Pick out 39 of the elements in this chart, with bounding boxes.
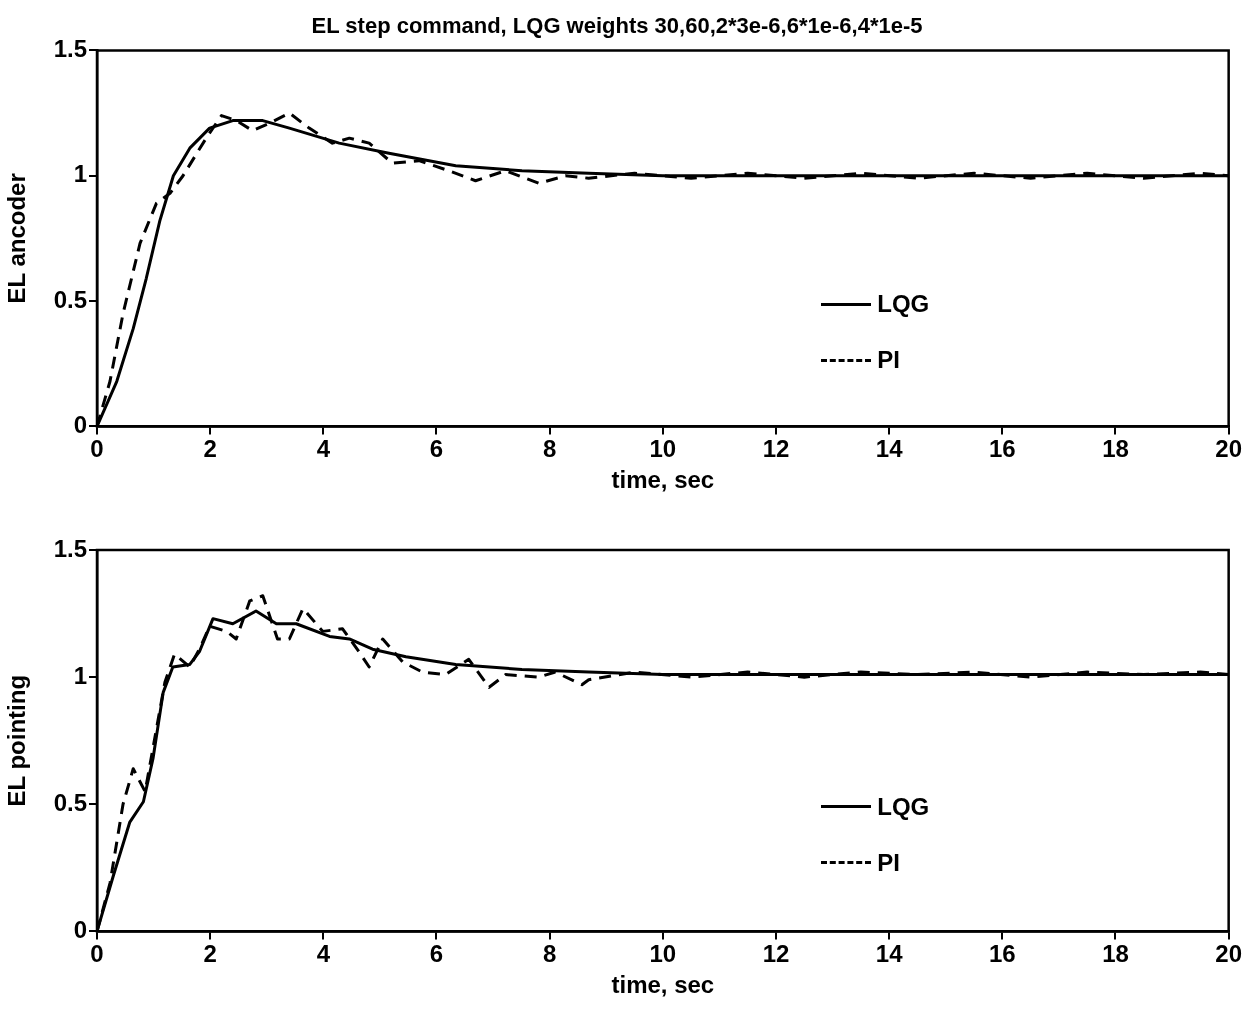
x-tick-label: 14 [875,940,904,968]
y-tick-label: 0.5 [53,285,87,313]
legend-label: PI [877,848,900,877]
legend-label: LQG [877,290,930,318]
y-tick-label: 0.5 [53,788,87,816]
x-tick-label: 4 [316,435,331,463]
x-tick-label: 2 [203,435,217,463]
y-axis-title: EL ancoder [3,173,31,304]
y-tick-label: 1.5 [53,534,87,562]
x-tick-label: 8 [542,940,557,968]
x-tick-label: 16 [988,435,1016,463]
x-tick-label: 0 [90,435,104,463]
x-tick-label: 14 [875,435,904,463]
y-tick-label: 1.5 [53,35,87,63]
y-tick-label: 0 [73,411,87,439]
y-tick-label: 1 [73,160,87,188]
x-tick-label: 16 [988,940,1016,968]
x-tick-label: 2 [203,940,217,968]
x-tick-label: 6 [429,435,444,463]
x-tick-label: 20 [1215,435,1242,463]
y-tick-label: 0 [73,916,87,944]
chart-title: EL step command, LQG weights 30,60,2*3e-6,6*1e-6,4*1e-5 [311,13,923,39]
legend-label: PI [877,346,900,374]
x-tick-label: 20 [1215,940,1242,968]
x-tick-label: 0 [90,940,104,968]
y-tick-label: 1 [73,661,87,689]
x-tick-label: 4 [316,940,331,968]
x-tick-label: 12 [762,940,790,968]
x-tick-label: 18 [1102,435,1129,463]
x-axis-title: time, sec [611,466,715,494]
x-tick-label: 10 [649,435,677,463]
x-tick-label: 10 [649,940,677,968]
x-axis-title: time, sec [611,971,715,999]
legend-label: LQG [877,792,930,821]
x-tick-label: 6 [429,940,444,968]
x-tick-label: 12 [762,435,790,463]
x-tick-label: 8 [542,435,557,463]
y-axis-title: EL pointing [3,674,31,807]
x-tick-label: 18 [1102,940,1129,968]
